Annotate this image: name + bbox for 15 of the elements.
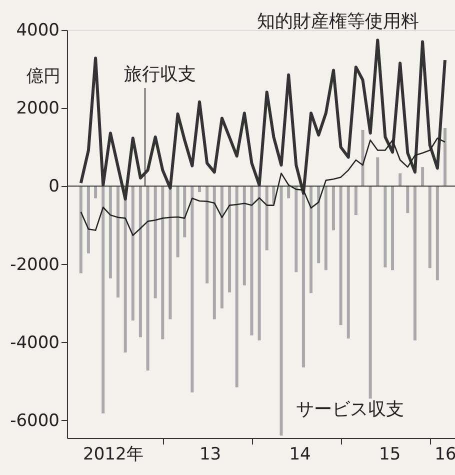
y-tick-label: -4000 (10, 332, 60, 353)
x-tick-label: 13 (199, 444, 222, 464)
y-tick-label: 0 (48, 176, 60, 197)
series-label: 知的財産権等使用料 (257, 11, 419, 32)
y-tick-label: -6000 (10, 410, 60, 431)
text: 旅行収支 (124, 64, 196, 85)
y-axis-title: 億円 (26, 66, 60, 86)
x-tick-label: 16 (434, 444, 455, 464)
y-tick-label: 4000 (16, 20, 60, 40)
y-tick-label: -2000 (10, 254, 60, 275)
y-tick-label: 2000 (16, 98, 60, 119)
x-tick-label: 2012年 (83, 444, 144, 464)
x-tick-label: 14 (289, 444, 311, 464)
series-label: サービス収支 (296, 399, 404, 420)
x-tick-label: 15 (379, 444, 401, 464)
